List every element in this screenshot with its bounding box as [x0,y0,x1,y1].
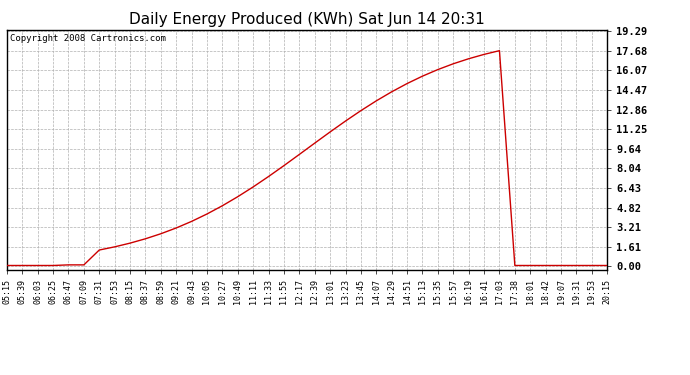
Text: Copyright 2008 Cartronics.com: Copyright 2008 Cartronics.com [10,34,166,43]
Title: Daily Energy Produced (KWh) Sat Jun 14 20:31: Daily Energy Produced (KWh) Sat Jun 14 2… [129,12,485,27]
